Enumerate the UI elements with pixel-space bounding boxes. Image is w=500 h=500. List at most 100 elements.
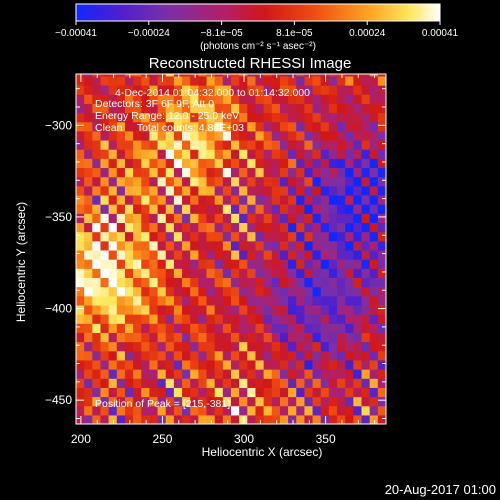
heatmap-cell: [296, 341, 306, 352]
heatmap-cell: [76, 341, 85, 352]
heatmap-cell: [247, 277, 257, 288]
heatmap-cell: [271, 387, 281, 398]
heatmap-cell: [141, 295, 151, 306]
heatmap-cell: [279, 185, 289, 196]
heatmap-cell: [141, 194, 151, 205]
heatmap-cell: [320, 130, 330, 141]
heatmap-cell: [337, 185, 346, 196]
heatmap-cell: [141, 414, 151, 424]
heatmap-cell: [182, 314, 191, 324]
heatmap-cell: [296, 103, 306, 114]
heatmap-cell: [124, 222, 134, 233]
heatmap-cell: [361, 249, 371, 260]
heatmap-cell: [369, 112, 379, 123]
heatmap-cell: [157, 405, 167, 416]
heatmap-cell: [337, 396, 346, 407]
heatmap-cell: [133, 231, 142, 242]
heatmap-cell: [198, 74, 208, 77]
heatmap-cell: [190, 75, 199, 86]
heatmap-cell: [76, 359, 85, 370]
heatmap-cell: [231, 314, 240, 324]
heatmap-cell: [320, 139, 330, 150]
heatmap-cell: [239, 249, 248, 260]
heatmap-cell: [173, 295, 183, 306]
heatmap-cell: [263, 314, 273, 324]
heatmap-cell: [76, 378, 85, 388]
heatmap-cell: [296, 359, 306, 370]
heatmap-cell: [149, 176, 159, 187]
heatmap-cell: [198, 314, 208, 324]
heatmap-cell: [84, 268, 93, 278]
heatmap-cell: [190, 194, 199, 205]
heatmap-cell: [214, 158, 224, 169]
heatmap-cell: [353, 314, 363, 324]
heatmap-cell: [76, 295, 85, 306]
heatmap-cell: [198, 249, 208, 260]
heatmap-cell: [84, 231, 93, 242]
heatmap-cell: [239, 176, 248, 187]
heatmap-cell: [239, 240, 248, 251]
heatmap-cell: [247, 75, 257, 86]
heatmap-cell: [124, 231, 134, 242]
heatmap-cell: [271, 139, 281, 150]
heatmap-cell: [288, 176, 297, 187]
heatmap-cell: [214, 387, 224, 398]
heatmap-cell: [165, 213, 175, 224]
heatmap-cell: [304, 231, 314, 242]
heatmap-cell: [116, 387, 126, 398]
heatmap-cell: [255, 231, 265, 242]
heatmap-cell: [320, 387, 330, 398]
heatmap-cell: [157, 396, 167, 407]
heatmap-cell: [157, 304, 167, 315]
heatmap-cell: [190, 158, 199, 169]
heatmap-cell: [214, 130, 224, 141]
heatmap-cell: [108, 185, 118, 196]
heatmap-cell: [206, 176, 216, 187]
heatmap-cell: [157, 314, 167, 324]
heatmap-cell: [173, 405, 183, 416]
heatmap-cell: [263, 194, 273, 205]
heatmap-cell: [320, 75, 330, 86]
heatmap-cell: [92, 295, 102, 306]
heatmap-cell: [255, 158, 265, 169]
heatmap-cell: [271, 103, 281, 114]
heatmap-cell: [304, 121, 314, 132]
heatmap-cell: [84, 387, 93, 398]
heatmap-cell: [141, 112, 151, 123]
heatmap-cell: [361, 359, 371, 370]
heatmap-cell: [206, 387, 216, 398]
heatmap-cell: [222, 304, 232, 315]
heatmap-cell: [116, 277, 126, 288]
heatmap-cell: [116, 185, 126, 196]
heatmap-cell: [255, 75, 265, 86]
heatmap-cell: [133, 350, 142, 361]
heatmap-cell: [255, 149, 265, 159]
heatmap-cell: [133, 94, 142, 104]
heatmap-cell: [320, 121, 330, 132]
heatmap-cell: [296, 213, 306, 224]
heatmap-cell: [328, 268, 338, 278]
heatmap-cell: [116, 268, 126, 278]
heatmap-cell: [133, 74, 142, 77]
heatmap-cell: [288, 121, 297, 132]
heatmap-cell: [369, 121, 379, 132]
heatmap-cell: [100, 323, 110, 333]
heatmap-cell: [304, 341, 314, 352]
heatmap-cell: [76, 94, 85, 104]
heatmap-cell: [369, 84, 379, 95]
heatmap-cell: [247, 396, 257, 407]
heatmap-cell: [377, 130, 386, 141]
y-tick-label: −300: [45, 118, 72, 132]
heatmap-cell: [222, 249, 232, 260]
heatmap-cell: [345, 359, 354, 370]
heatmap-cell: [288, 139, 297, 150]
heatmap-cell: [173, 414, 183, 424]
heatmap-cell: [337, 158, 346, 169]
heatmap-cell: [92, 268, 102, 278]
heatmap-cell: [304, 387, 314, 398]
heatmap-cell: [76, 286, 85, 297]
heatmap-cell: [377, 295, 386, 306]
heatmap-cell: [345, 387, 354, 398]
chart-title: Reconstructed RHESSI Image: [149, 55, 352, 72]
heatmap-cell: [133, 332, 142, 343]
